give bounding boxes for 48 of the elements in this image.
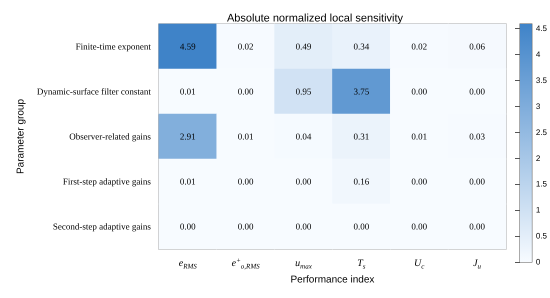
data-label: 0.01 [411,132,428,142]
data-label: 0.06 [469,42,486,52]
data-label: 0.01 [180,86,196,96]
data-label: 0.00 [180,222,196,232]
data-label: 0.34 [353,42,370,52]
color-bar-label: 1 [536,206,541,215]
data-label: 0.31 [353,132,370,142]
x-axis-title: Performance index [290,274,374,286]
data-label: 0.49 [296,42,312,52]
color-bar-label: 3.5 [536,76,548,86]
data-label: 0.02 [411,42,428,52]
y-tick-label: Observer-related gains [69,132,152,142]
color-bar-label: 0.5 [536,232,548,241]
data-label: 4.59 [180,42,196,52]
data-label: 0.00 [238,222,254,232]
color-bar-label: 2 [536,154,541,163]
data-label: 0.00 [353,222,370,232]
data-label: 0.00 [469,222,486,232]
data-label: 0.04 [296,132,312,142]
data-label: 2.91 [180,132,196,142]
color-bar-label: 0 [536,258,541,266]
data-label: 0.00 [296,222,312,232]
y-tick-label: Finite-time exponent [76,42,152,52]
data-label: 0.00 [238,176,254,186]
y-tick-label: Second-step adaptive gains [52,222,152,232]
y-tick-label: Dynamic-surface filter constant [36,86,152,96]
data-label: 0.16 [353,176,370,186]
data-label: 0.00 [238,86,254,96]
y-tick-label: First-step adaptive gains [62,176,152,186]
data-label: 3.75 [353,86,370,96]
data-label: 0.00 [296,176,312,186]
data-label: 0.00 [469,86,486,96]
data-label: 0.01 [238,132,254,142]
color-bar-label: 2.5 [536,128,548,137]
color-bar-label: 4 [536,50,541,60]
data-label: 0.01 [180,176,196,186]
data-label: 0.02 [238,42,254,52]
data-label: 0.00 [411,222,428,232]
chart-title: Absolute normalized local sensitivity [226,12,404,24]
data-label: 0.00 [411,86,428,96]
data-label: 0.00 [411,176,428,186]
y-axis-title: Parameter group [16,98,26,174]
color-bar-label: 4.5 [536,24,548,34]
data-label: 0.03 [469,132,486,142]
data-label: 0.00 [469,176,486,186]
data-label: 0.95 [296,86,312,96]
color-bar-label: 1.5 [536,180,548,189]
color-bar-label: 3 [536,102,541,111]
